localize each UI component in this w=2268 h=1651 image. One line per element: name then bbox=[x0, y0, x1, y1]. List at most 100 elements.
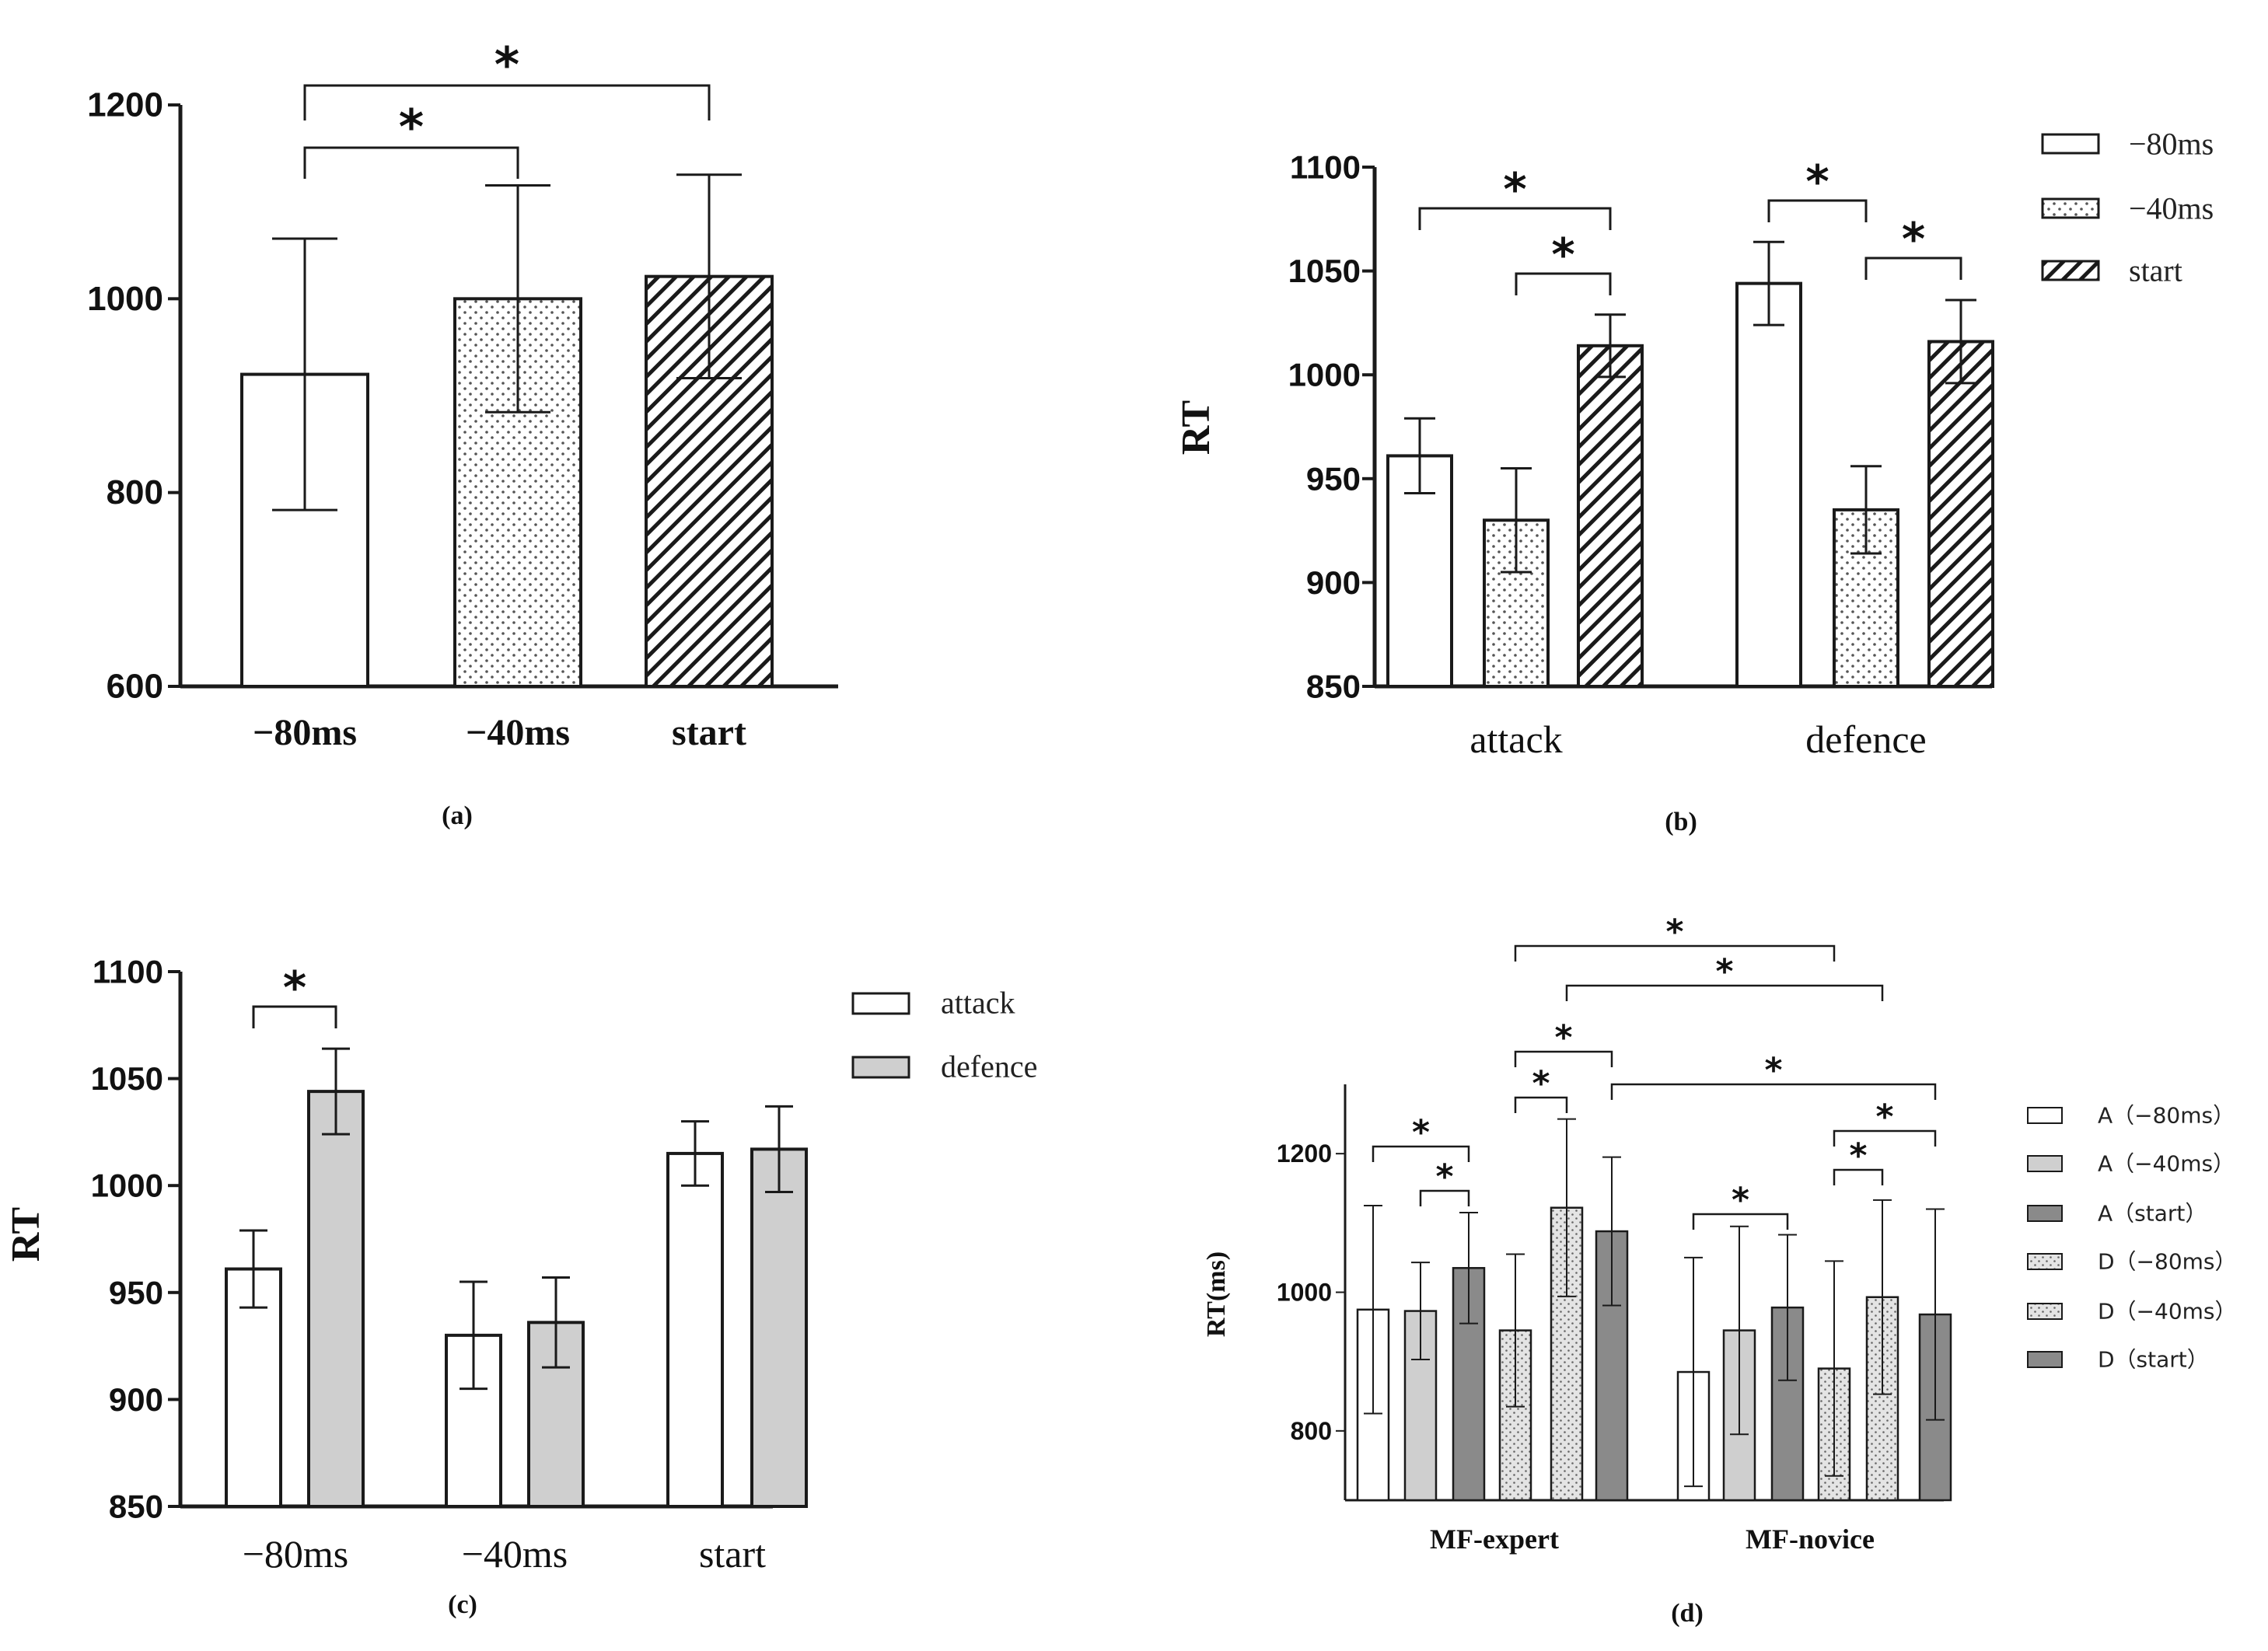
b-significance-star: * bbox=[1503, 162, 1526, 215]
d-legend-swatch bbox=[2027, 1351, 2063, 1368]
c-significance-star: * bbox=[283, 961, 306, 1014]
b-significance-bracket bbox=[1418, 207, 1612, 230]
d-significance-star: * bbox=[1412, 1112, 1430, 1152]
d-legend-swatch bbox=[2027, 1107, 2063, 1124]
b-y-tick-label: 850 bbox=[1306, 668, 1361, 705]
d-significance-bracket bbox=[1419, 1189, 1470, 1206]
c-bar bbox=[750, 1147, 808, 1509]
c-y-axis-title: RT bbox=[4, 1207, 48, 1262]
d-legend-label: D（−40ms） bbox=[2098, 1299, 2237, 1325]
a-significance-star: * bbox=[399, 99, 424, 155]
c-y-tick-label: 900 bbox=[109, 1381, 163, 1418]
a-x-tick-label: start bbox=[672, 712, 746, 753]
b-bar bbox=[1927, 340, 1994, 688]
a-significance-star: * bbox=[494, 37, 519, 93]
b-y-tick-label: 1050 bbox=[1288, 253, 1361, 289]
c-significance-bracket bbox=[252, 1005, 337, 1028]
b-legend-label: −40ms bbox=[2129, 191, 2214, 226]
d-legend-swatch bbox=[2027, 1253, 2063, 1270]
d-significance-star: * bbox=[1665, 912, 1683, 951]
d-significance-star: * bbox=[1849, 1136, 1867, 1175]
d-significance-star: * bbox=[1435, 1157, 1453, 1196]
d-x-tick-label: MF-novice bbox=[1746, 1524, 1875, 1555]
b-y-tick-label: 1000 bbox=[1288, 357, 1361, 393]
c-legend-swatch bbox=[851, 992, 910, 1015]
panel-a-chart: 600 800 1000 1200 −80ms −40ms start * * (a) bbox=[87, 37, 838, 830]
d-significance-bracket bbox=[1610, 1083, 1937, 1100]
b-bar bbox=[1735, 281, 1802, 688]
b-y-axis-title: RT bbox=[1174, 400, 1218, 455]
b-significance-star: * bbox=[1902, 212, 1925, 265]
d-legend-swatch bbox=[2027, 1303, 2063, 1320]
c-panel-label: (c) bbox=[448, 1590, 477, 1619]
c-legend-label: attack bbox=[941, 986, 1015, 1021]
b-x-tick-label: attack bbox=[1469, 717, 1562, 761]
d-significance-star: * bbox=[1764, 1050, 1782, 1090]
c-legend-swatch bbox=[851, 1056, 910, 1079]
d-x-tick-label: MF-expert bbox=[1430, 1524, 1559, 1555]
d-y-tick-label: 1200 bbox=[1277, 1140, 1332, 1168]
b-y-tick-label: 900 bbox=[1306, 564, 1361, 601]
d-significance-bracket bbox=[1372, 1145, 1470, 1162]
d-significance-star: * bbox=[1554, 1017, 1572, 1057]
d-legend-label: A（−80ms） bbox=[2098, 1103, 2235, 1129]
b-y-tick-label: 1100 bbox=[1290, 149, 1361, 186]
d-legend-label: A（start） bbox=[2098, 1201, 2207, 1227]
b-y-tick-label: 950 bbox=[1306, 460, 1361, 497]
c-bar bbox=[666, 1151, 724, 1509]
a-x-tick-label: −80ms bbox=[253, 712, 357, 753]
b-significance-bracket bbox=[1864, 257, 1962, 280]
d-significance-bracket bbox=[1514, 944, 1836, 962]
b-legend-swatch bbox=[2041, 197, 2100, 219]
d-legend-label: A（−40ms） bbox=[2098, 1151, 2235, 1177]
d-legend-swatch bbox=[2027, 1155, 2063, 1172]
c-y-tick-label: 950 bbox=[109, 1274, 163, 1311]
a-y-tick-label: 800 bbox=[107, 473, 163, 511]
d-y-axis-title: RT(ms) bbox=[1202, 1251, 1231, 1337]
panel-c-chart: 850 900 950 1000 1050 1100 RT −80ms −40ms start * a… bbox=[4, 954, 1037, 1620]
b-significance-star: * bbox=[1551, 228, 1574, 281]
d-y-tick-label: 1000 bbox=[1277, 1279, 1332, 1307]
b-legend-label: −80ms bbox=[2129, 127, 2214, 162]
d-significance-bracket bbox=[1692, 1213, 1789, 1230]
b-significance-star: * bbox=[1805, 155, 1829, 208]
a-significance-bracket bbox=[303, 84, 711, 120]
d-significance-bracket bbox=[1833, 1168, 1884, 1185]
d-significance-star: * bbox=[1732, 1180, 1749, 1220]
a-panel-label: (a) bbox=[442, 801, 473, 830]
d-significance-bracket bbox=[1565, 984, 1884, 1001]
b-x-tick-label: defence bbox=[1805, 717, 1926, 761]
c-bar bbox=[307, 1090, 365, 1509]
b-bar bbox=[1577, 344, 1644, 688]
d-significance-bracket bbox=[1514, 1050, 1613, 1067]
d-significance-bracket bbox=[1833, 1129, 1937, 1147]
d-legend-label: D（start） bbox=[2098, 1347, 2209, 1373]
c-y-tick-label: 1050 bbox=[91, 1060, 163, 1097]
c-legend-label: defence bbox=[941, 1049, 1037, 1084]
c-y-tick-label: 1000 bbox=[91, 1168, 163, 1204]
b-significance-bracket bbox=[1515, 272, 1612, 295]
d-significance-star: * bbox=[1532, 1063, 1550, 1103]
b-legend-swatch bbox=[2041, 260, 2100, 281]
b-significance-bracket bbox=[1767, 199, 1868, 222]
d-legend-swatch bbox=[2027, 1205, 2063, 1222]
b-panel-label: (b) bbox=[1665, 808, 1697, 836]
c-x-tick-label: start bbox=[699, 1532, 766, 1576]
d-y-tick-label: 800 bbox=[1291, 1417, 1332, 1445]
c-x-tick-label: −80ms bbox=[243, 1532, 349, 1576]
c-x-tick-label: −40ms bbox=[462, 1532, 568, 1576]
d-bar bbox=[1865, 1296, 1899, 1502]
d-legend-label: D（−80ms） bbox=[2098, 1249, 2237, 1275]
a-significance-bracket bbox=[303, 146, 519, 179]
b-legend-swatch bbox=[2041, 133, 2100, 155]
d-significance-bracket bbox=[1514, 1096, 1568, 1113]
a-x-tick-label: −40ms bbox=[466, 712, 570, 753]
panel-b-chart: 850 900 950 1000 1050 1100 RT attack defence * * * *… bbox=[1174, 127, 2214, 837]
b-legend-label: start bbox=[2129, 253, 2182, 288]
c-y-tick-label: 850 bbox=[109, 1489, 163, 1525]
c-y-tick-label: 1100 bbox=[93, 954, 163, 990]
a-y-tick-label: 1000 bbox=[87, 280, 163, 318]
d-significance-star: * bbox=[1875, 1097, 1893, 1136]
